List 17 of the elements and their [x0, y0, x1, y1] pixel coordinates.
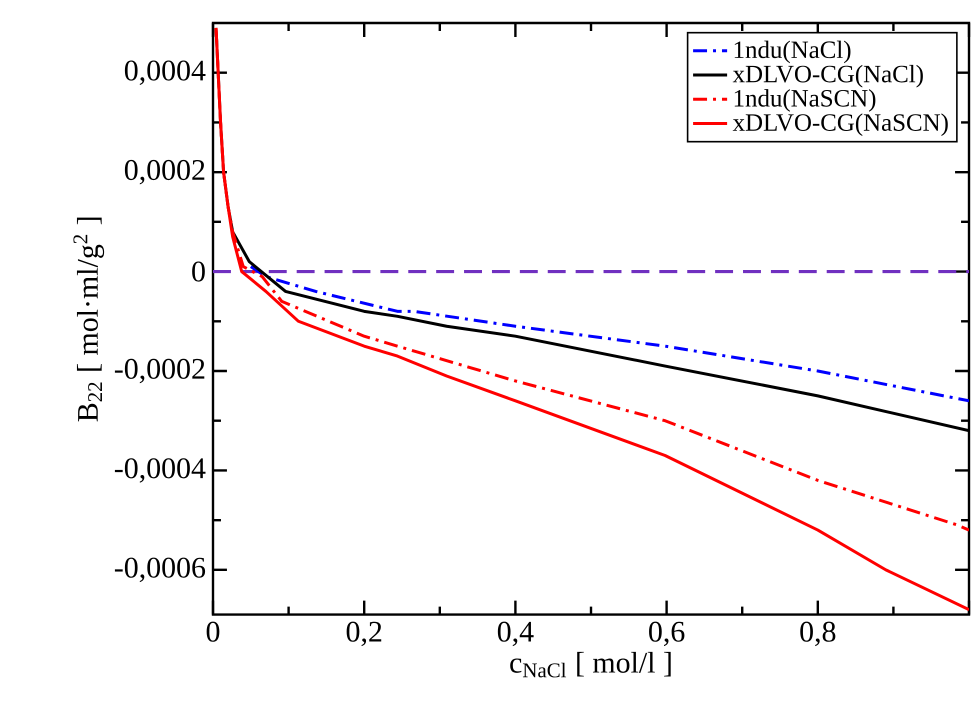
x-tick-label: 0,2	[346, 622, 382, 646]
y-tick-label: -0,0004	[114, 458, 206, 483]
y-axis-title: B$_{22}$ [ mol·ml/g$^{2}$ ]	[73, 218, 104, 422]
legend-label: xDLVO-CG(NaCl)	[732, 64, 923, 88]
legend-label: xDLVO-CG(NaSCN)	[732, 113, 948, 136]
y-tick-label: -0,0002	[114, 358, 204, 384]
x-tick-label: 0,8	[800, 622, 836, 646]
y-tick-label: 0	[192, 261, 205, 282]
x-tick-label: 0,6	[649, 622, 684, 646]
x-tick-label: 0	[206, 622, 220, 642]
y-tick-label: 0,0002	[124, 160, 204, 184]
legend-label: 1ndu(NaSCN)	[734, 89, 876, 112]
x-tick-label: 0,4	[498, 622, 534, 646]
x-axis-title: c$_{NaCl}$ [ mol/l ]	[510, 652, 671, 678]
y-tick-label: 0,0004	[124, 60, 206, 85]
legend-label: 1ndu(NaCl)	[734, 40, 850, 64]
y-tick-label: -0,0006	[114, 558, 206, 582]
